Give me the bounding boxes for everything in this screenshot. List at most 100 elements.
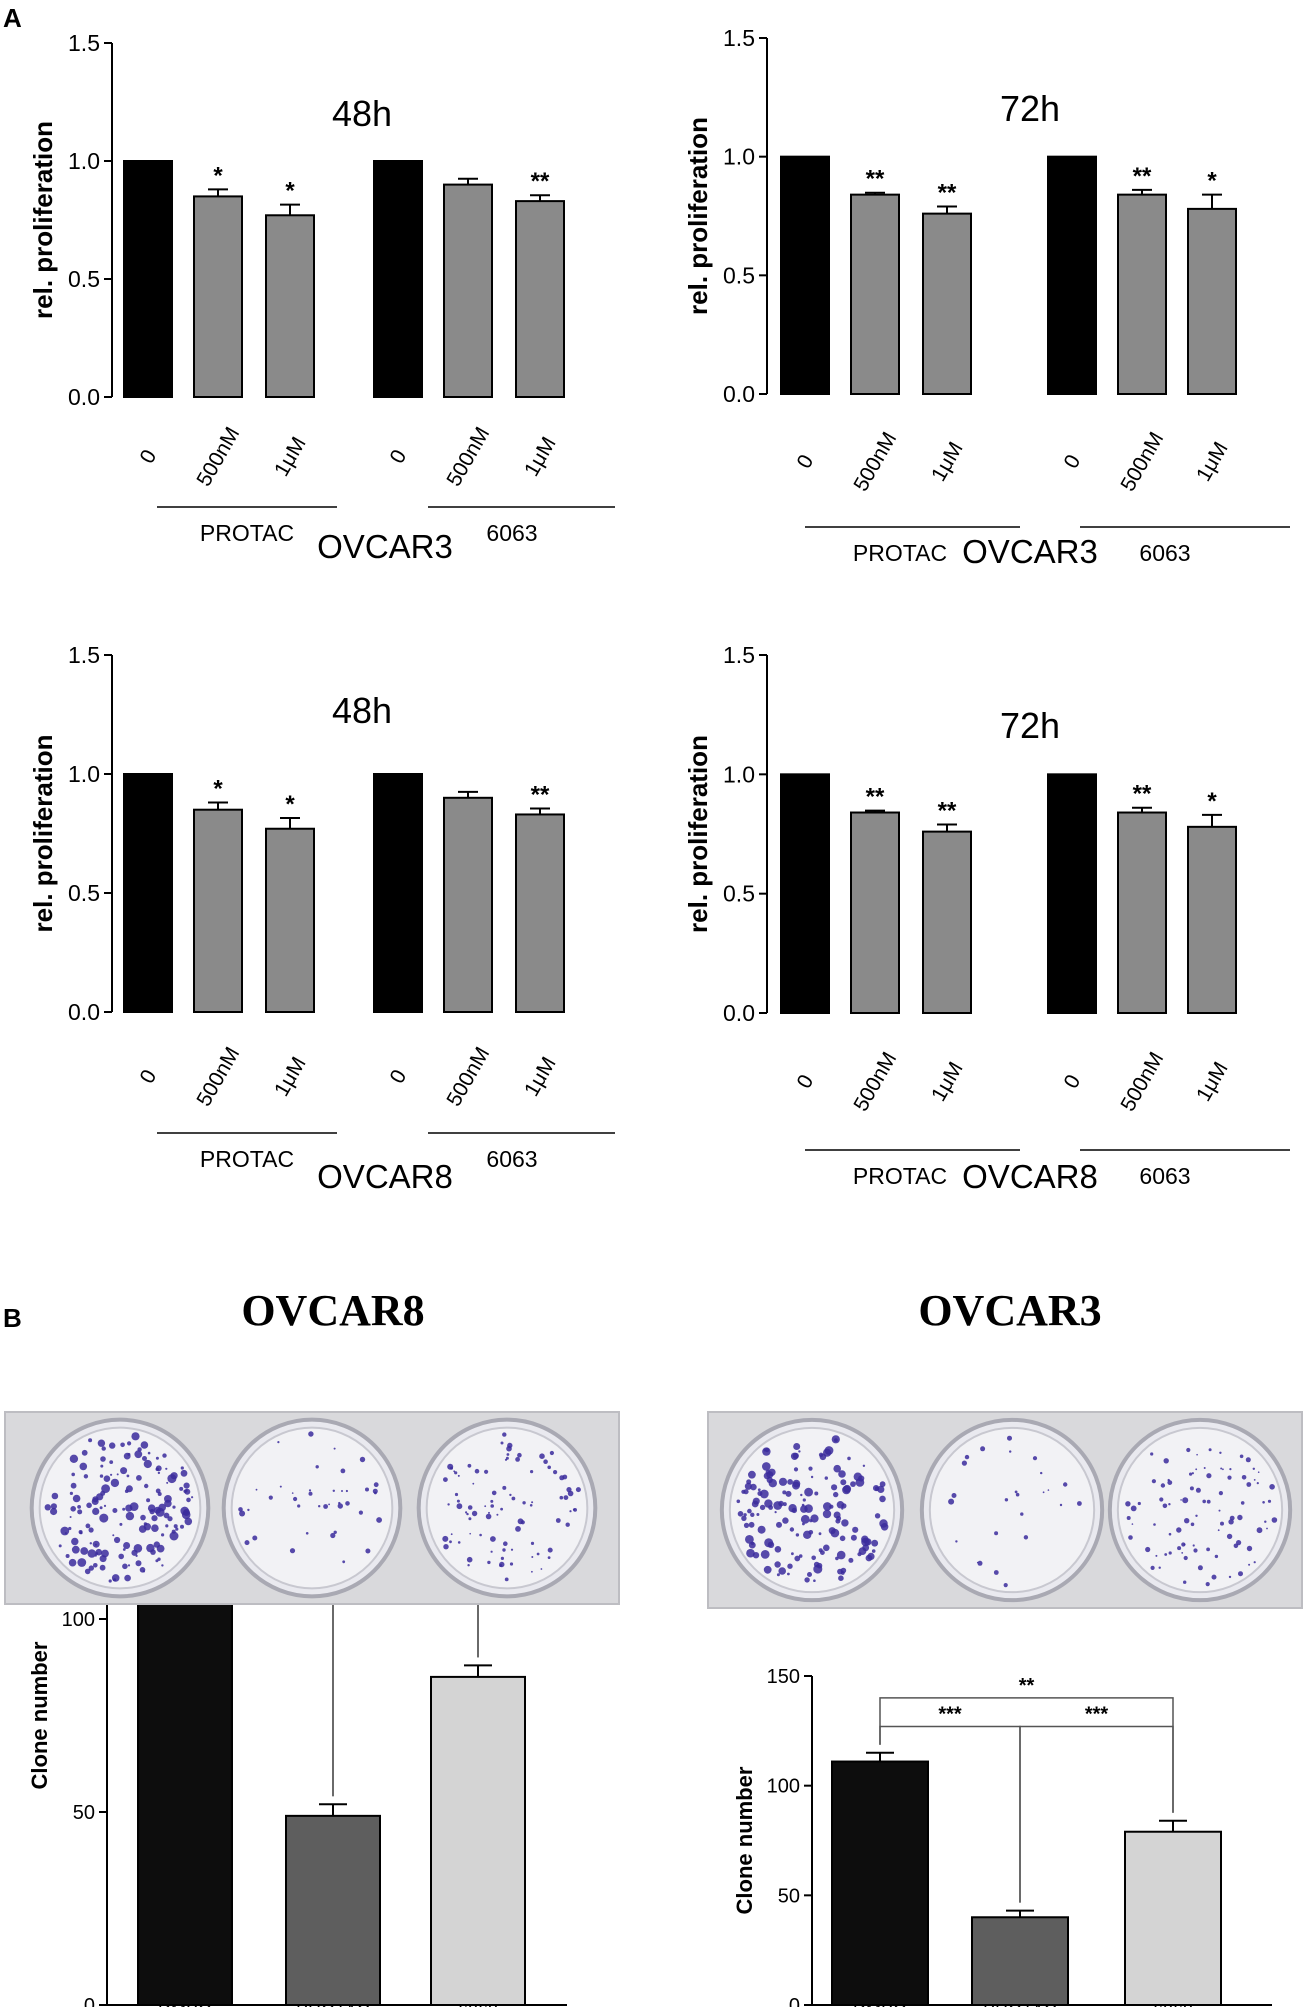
colony-dot: [490, 1504, 495, 1508]
colony-dot: [500, 1556, 504, 1560]
colony-dot: [447, 1463, 454, 1470]
significance-label: **: [866, 784, 885, 811]
colony-dot: [1059, 1503, 1063, 1507]
colony-dot: [124, 1574, 131, 1582]
x-tick-label: 6063: [458, 2001, 498, 2007]
chart-title: 72h: [1000, 705, 1060, 746]
colony-dot: [1032, 1456, 1038, 1461]
y-tick-label: 1.5: [723, 25, 755, 51]
colony-dot: [1023, 1535, 1029, 1540]
plate-heading-ovcar8: OVCAR8: [241, 1286, 424, 1335]
colony-dot: [308, 1431, 314, 1437]
colony-dot: [811, 1555, 816, 1561]
significance-label: **: [938, 180, 957, 207]
colony-dot: [804, 1504, 813, 1513]
bar: [123, 160, 173, 398]
bar: [922, 212, 972, 395]
colony-dot: [443, 1544, 449, 1550]
colony-dot: [333, 1447, 336, 1450]
colony-dot: [79, 1531, 83, 1535]
bar: [922, 830, 972, 1015]
colony-dot: [289, 1548, 296, 1554]
colony-dot: [1183, 1555, 1188, 1561]
colony-dot: [1181, 1542, 1186, 1547]
colony-dot: [123, 1452, 131, 1460]
significance-bracket: [879, 1697, 1174, 1813]
colony-dot: [100, 1456, 106, 1462]
colony-dot: [323, 1504, 328, 1509]
colony-dot: [123, 1542, 131, 1549]
colony-dot: [1253, 1479, 1256, 1481]
colony-dot: [793, 1443, 801, 1450]
colony-dot: [186, 1497, 191, 1503]
colony-dot: [814, 1491, 819, 1496]
colony-dot: [824, 1476, 828, 1480]
colony-dot: [1130, 1505, 1137, 1512]
colony-dot: [153, 1541, 160, 1548]
bar: [831, 1760, 929, 2007]
colony-dot: [179, 1486, 184, 1491]
colony-dot: [181, 1510, 191, 1520]
colony-dot: [1239, 1454, 1244, 1459]
colony-dot: [103, 1504, 107, 1507]
colony-dot: [819, 1453, 827, 1461]
colony-dot: [99, 1513, 109, 1523]
colony-dot: [747, 1508, 752, 1514]
colony-dot: [163, 1512, 170, 1519]
colony-dot: [479, 1533, 482, 1537]
y-axis-label: rel. proliferation: [28, 735, 58, 933]
colony-dot: [1159, 1497, 1164, 1502]
colony-dot: [530, 1470, 534, 1474]
bar: [193, 808, 243, 1014]
colony-dot: [84, 1568, 91, 1575]
colony-dot: [491, 1490, 497, 1496]
colony-dot: [131, 1432, 140, 1441]
colony-dot: [155, 1465, 162, 1472]
colony-dot: [450, 1533, 453, 1536]
plate-heading-ovcar3: OVCAR3: [918, 1286, 1101, 1335]
colony-dot: [874, 1513, 881, 1519]
cell-line-label: OVCAR3: [962, 533, 1098, 570]
colony-dot: [1040, 1471, 1043, 1475]
colony-dot: [575, 1487, 581, 1493]
group-label: PROTAC: [200, 520, 294, 546]
colony-dot: [1004, 1498, 1009, 1502]
colony-dot: [1160, 1483, 1166, 1488]
colony-dot: [831, 1435, 840, 1444]
colony-dot: [1182, 1497, 1189, 1504]
bar: [1187, 825, 1237, 1015]
colony-dot: [162, 1453, 167, 1458]
colony-dot: [330, 1532, 336, 1539]
colony-dot: [807, 1572, 812, 1577]
colony-dot: [759, 1504, 766, 1511]
colony-dot: [345, 1489, 348, 1493]
colony-dot: [101, 1484, 110, 1493]
colony-dot: [308, 1491, 313, 1496]
colony-dot: [138, 1525, 147, 1533]
colony-dot: [818, 1532, 822, 1536]
colony-dot: [1228, 1519, 1234, 1525]
colony-dot: [1246, 1545, 1253, 1552]
colony-dot: [1228, 1575, 1232, 1579]
colony-dot: [466, 1556, 473, 1563]
culture-well-inner: [1116, 1426, 1284, 1594]
colony-dot: [502, 1548, 506, 1552]
colony-dot: [559, 1495, 564, 1500]
colony-dot: [100, 1464, 104, 1468]
colony-dot: [142, 1456, 147, 1461]
colony-dot: [134, 1450, 143, 1459]
colony-dot: [122, 1563, 128, 1570]
colony-dot: [850, 1481, 856, 1487]
colony-dot: [789, 1527, 795, 1532]
colony-dot: [69, 1516, 72, 1518]
significance-label: ***: [1085, 1703, 1109, 1725]
colony-dot: [247, 1508, 250, 1512]
y-tick-label: 100: [62, 1609, 95, 1631]
group-label: 6063: [1139, 1163, 1190, 1189]
y-tick-label: 0.0: [723, 1000, 755, 1026]
colony-dot: [180, 1466, 184, 1470]
colony-dot: [342, 1560, 346, 1564]
bar: [443, 796, 493, 1013]
colony-dot: [808, 1530, 814, 1535]
